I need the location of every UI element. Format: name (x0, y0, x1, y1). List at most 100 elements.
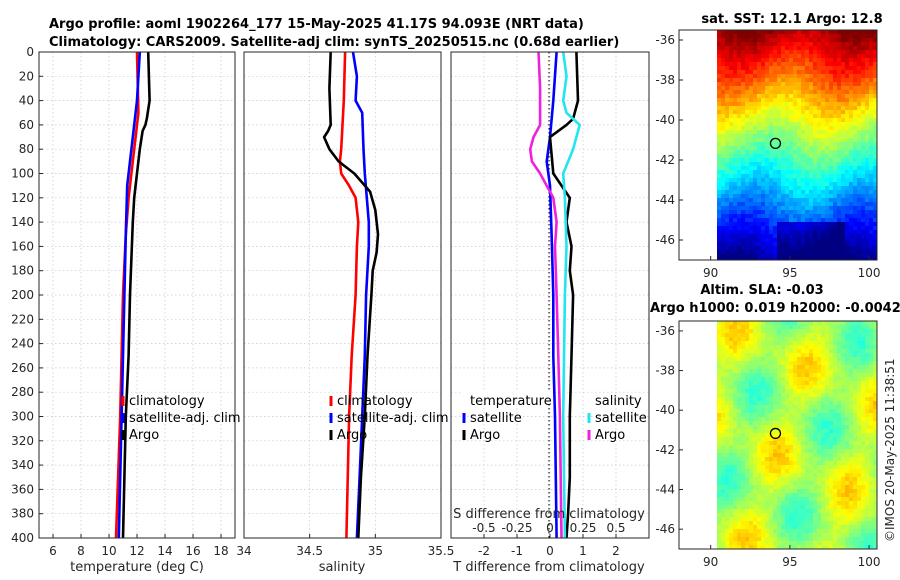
map-cell (781, 118, 786, 123)
map-cell (845, 481, 850, 486)
map-cell (841, 174, 846, 179)
map-cell (777, 333, 782, 338)
map-cell (721, 421, 726, 426)
map-cell (765, 341, 770, 346)
map-cell (869, 461, 874, 466)
map-cell (821, 50, 826, 55)
map-cell (737, 254, 742, 259)
map-cell (749, 134, 754, 139)
map-cell (841, 246, 846, 251)
map-cell (841, 521, 846, 526)
map-cell (717, 158, 722, 163)
map-cell (761, 98, 766, 103)
map-cell (765, 222, 770, 227)
map-cell (845, 425, 850, 430)
map-cell (809, 481, 814, 486)
map-cell (745, 94, 750, 99)
map-cell (769, 365, 774, 370)
map-cell (853, 102, 858, 107)
map-cell (869, 94, 874, 99)
map-cell (737, 545, 742, 549)
map-cell (789, 485, 794, 490)
map-cell (721, 106, 726, 111)
map-cell (733, 425, 738, 430)
map-cell (745, 413, 750, 418)
map-cell (745, 485, 750, 490)
map-cell (837, 194, 842, 199)
map-cell (873, 186, 877, 191)
map-cell (861, 90, 866, 95)
map-cell (857, 138, 862, 143)
map-cell (869, 190, 874, 195)
map-cell (785, 501, 790, 506)
map-cell (805, 477, 810, 482)
map-cell (717, 190, 722, 195)
map-cell (849, 417, 854, 422)
map-cell (749, 493, 754, 498)
map-cell (873, 118, 877, 123)
map-cell (861, 150, 866, 155)
map-cell (769, 178, 774, 183)
map-cell (745, 90, 750, 95)
map-cell (761, 226, 766, 231)
map-cell (829, 537, 834, 542)
map-cell (817, 126, 822, 131)
map-cell (833, 405, 838, 410)
map-cell (873, 190, 877, 195)
map-cell (861, 477, 866, 482)
map-cell (777, 377, 782, 382)
map-cell (801, 381, 806, 386)
map-cell (729, 425, 734, 430)
map-cell (837, 445, 842, 450)
map-cell (729, 170, 734, 175)
map-cell (849, 82, 854, 87)
map-cell (813, 46, 818, 51)
map-cell (833, 222, 838, 227)
map-cell (729, 210, 734, 215)
map-cell (833, 54, 838, 59)
map-cell (729, 337, 734, 342)
map-cell (789, 222, 794, 227)
map-cell (861, 98, 866, 103)
map-cell (741, 433, 746, 438)
map-cell (729, 333, 734, 338)
map-cell (741, 34, 746, 39)
map-cell (873, 361, 877, 366)
map-cell (765, 453, 770, 458)
map-cell (845, 150, 850, 155)
map-cell (789, 481, 794, 486)
map-cell (853, 42, 858, 47)
map-cell (753, 258, 758, 260)
map-cell (757, 337, 762, 342)
map-cell (821, 78, 826, 83)
map-cell (789, 246, 794, 251)
map-cell (773, 254, 778, 259)
map-cell (789, 46, 794, 51)
salinity-grid (244, 52, 441, 538)
map-cell (725, 158, 730, 163)
map-cell (733, 497, 738, 502)
map-cell (833, 34, 838, 39)
map-cell (725, 433, 730, 438)
map-cell (741, 246, 746, 251)
map-cell (725, 130, 730, 135)
map-cell (753, 437, 758, 442)
map-cell (717, 353, 722, 358)
map-cell (813, 537, 818, 542)
x-tick-label: 0 (546, 544, 554, 558)
map-cell (873, 513, 877, 518)
map-cell (745, 30, 750, 35)
map-cell (765, 397, 770, 402)
map-cell (733, 46, 738, 51)
map-cell (813, 170, 818, 175)
map-cell (797, 349, 802, 354)
map-cell (797, 214, 802, 219)
map-cell (765, 250, 770, 255)
map-cell (873, 473, 877, 478)
map-cell (789, 106, 794, 111)
map-cell (773, 497, 778, 502)
map-cell (801, 545, 806, 549)
map-cell (785, 142, 790, 147)
map-cell (733, 102, 738, 107)
map-cell (749, 333, 754, 338)
